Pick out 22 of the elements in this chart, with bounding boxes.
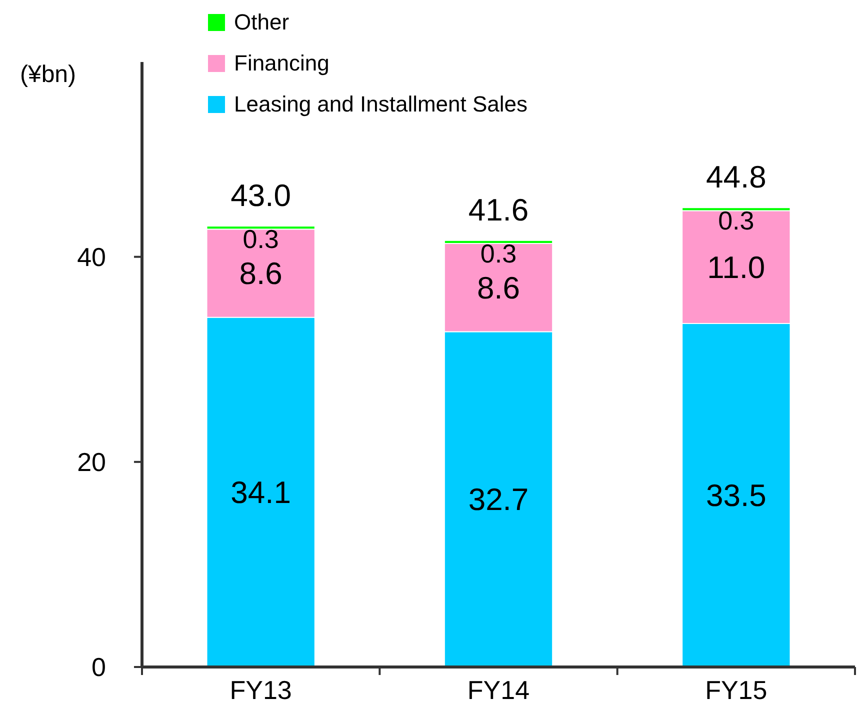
- y-axis-title: (¥bn): [20, 61, 76, 88]
- legend-label: Leasing and Installment Sales: [234, 92, 528, 117]
- data-label: 0.3: [718, 206, 754, 236]
- total-label: 41.6: [468, 192, 529, 228]
- y-tick-label: 40: [77, 242, 106, 272]
- y-tick-label: 20: [77, 447, 106, 478]
- total-label: 44.8: [706, 160, 766, 195]
- x-tick-label: FY15: [705, 675, 768, 705]
- data-label: 33.5: [706, 478, 766, 514]
- x-tick-label: FY14: [467, 675, 530, 705]
- data-label: 32.7: [468, 482, 529, 518]
- legend-label: Financing: [234, 50, 330, 76]
- x-tick-label: FY13: [230, 675, 292, 705]
- y-tick-label: 0: [92, 652, 106, 682]
- data-label: 8.6: [239, 256, 282, 292]
- total-label: 43.0: [230, 178, 292, 214]
- data-label: 0.3: [480, 238, 517, 269]
- data-label: 0.3: [242, 224, 279, 254]
- data-label: 34.1: [230, 475, 292, 510]
- legend-label: Other: [234, 10, 290, 35]
- data-label: 11.0: [707, 250, 766, 285]
- data-label: 8.6: [476, 270, 520, 306]
